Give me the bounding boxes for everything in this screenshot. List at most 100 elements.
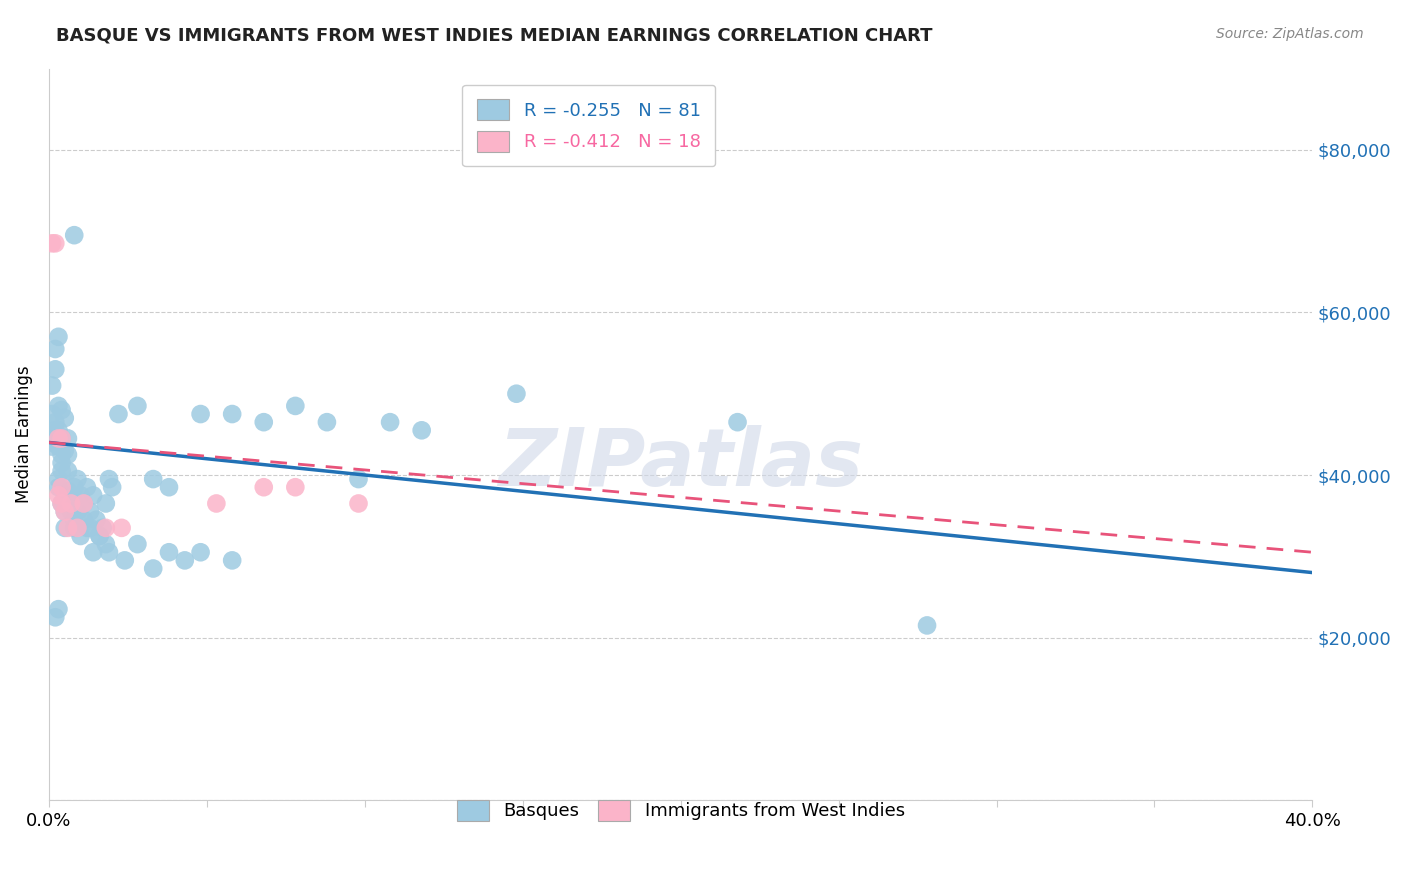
Point <box>44 342 66 356</box>
Point <box>82 545 104 559</box>
Point <box>51 464 73 478</box>
Point <box>347 472 370 486</box>
Point <box>79 505 101 519</box>
Point <box>142 561 165 575</box>
Point <box>98 545 121 559</box>
Point <box>101 480 124 494</box>
Text: BASQUE VS IMMIGRANTS FROM WEST INDIES MEDIAN EARNINGS CORRELATION CHART: BASQUE VS IMMIGRANTS FROM WEST INDIES ME… <box>56 27 932 45</box>
Y-axis label: Median Earnings: Median Earnings <box>15 366 32 503</box>
Point <box>60 505 83 519</box>
Point <box>221 407 243 421</box>
Point <box>82 488 104 502</box>
Point <box>51 456 73 470</box>
Point <box>73 496 96 510</box>
Point <box>142 472 165 486</box>
Point <box>89 529 111 543</box>
Point <box>347 496 370 510</box>
Point <box>89 529 111 543</box>
Point <box>60 488 83 502</box>
Point <box>79 521 101 535</box>
Point <box>66 472 89 486</box>
Text: ZIPatlas: ZIPatlas <box>498 425 863 502</box>
Point <box>316 415 339 429</box>
Point <box>94 521 117 535</box>
Point <box>44 362 66 376</box>
Point <box>110 521 132 535</box>
Point <box>48 488 70 502</box>
Point <box>44 610 66 624</box>
Point <box>48 330 70 344</box>
Point <box>91 521 114 535</box>
Point <box>76 480 98 494</box>
Point <box>69 488 91 502</box>
Point <box>127 399 149 413</box>
Point <box>221 553 243 567</box>
Point <box>53 411 76 425</box>
Point <box>253 480 276 494</box>
Legend: Basques, Immigrants from West Indies: Basques, Immigrants from West Indies <box>443 785 920 835</box>
Point <box>63 521 86 535</box>
Point <box>51 448 73 462</box>
Point <box>63 228 86 243</box>
Point <box>56 484 79 499</box>
Point <box>505 386 527 401</box>
Point <box>44 423 66 437</box>
Point <box>48 432 70 446</box>
Point <box>411 423 433 437</box>
Point <box>56 521 79 535</box>
Point <box>73 496 96 510</box>
Point <box>94 537 117 551</box>
Point <box>157 545 180 559</box>
Point <box>53 443 76 458</box>
Point <box>44 432 66 446</box>
Point <box>41 440 63 454</box>
Point <box>86 513 108 527</box>
Point <box>190 545 212 559</box>
Point <box>48 399 70 413</box>
Point <box>41 378 63 392</box>
Point <box>51 496 73 510</box>
Point <box>98 472 121 486</box>
Point <box>51 403 73 417</box>
Point <box>51 496 73 510</box>
Point <box>41 236 63 251</box>
Text: Source: ZipAtlas.com: Source: ZipAtlas.com <box>1216 27 1364 41</box>
Point <box>94 496 117 510</box>
Point <box>51 432 73 446</box>
Point <box>157 480 180 494</box>
Point <box>378 415 401 429</box>
Point <box>48 472 70 486</box>
Point <box>48 440 70 454</box>
Point <box>41 407 63 421</box>
Point <box>114 553 136 567</box>
Point <box>76 521 98 535</box>
Point <box>56 464 79 478</box>
Point <box>66 521 89 535</box>
Point <box>48 480 70 494</box>
Point <box>44 415 66 429</box>
Point <box>53 505 76 519</box>
Point <box>69 529 91 543</box>
Point <box>53 505 76 519</box>
Point <box>915 618 938 632</box>
Point <box>127 537 149 551</box>
Point <box>107 407 129 421</box>
Point <box>48 423 70 437</box>
Point <box>66 505 89 519</box>
Point <box>48 602 70 616</box>
Point <box>284 480 307 494</box>
Point <box>727 415 749 429</box>
Point <box>51 432 73 446</box>
Point <box>190 407 212 421</box>
Point <box>63 480 86 494</box>
Point <box>56 448 79 462</box>
Point <box>173 553 195 567</box>
Point <box>60 496 83 510</box>
Point <box>63 513 86 527</box>
Point <box>73 513 96 527</box>
Point <box>205 496 228 510</box>
Point <box>44 236 66 251</box>
Point <box>284 399 307 413</box>
Point <box>41 435 63 450</box>
Point <box>51 480 73 494</box>
